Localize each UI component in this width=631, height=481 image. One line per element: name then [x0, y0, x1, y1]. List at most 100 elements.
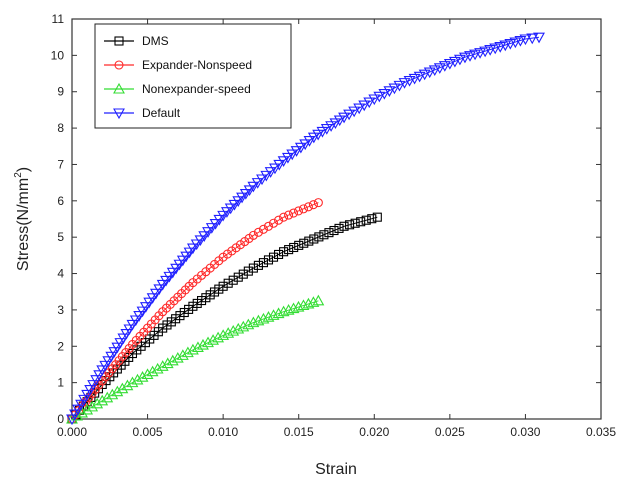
data-point-marker	[319, 230, 329, 240]
series-default	[66, 32, 545, 426]
data-point-marker	[474, 48, 487, 59]
data-point-marker	[192, 341, 204, 353]
legend-label: Default	[142, 106, 181, 120]
data-point-marker	[101, 391, 114, 403]
data-point-marker	[343, 109, 356, 121]
data-point-marker	[329, 225, 339, 236]
x-tick-label: 0.030	[510, 425, 540, 439]
data-point-marker	[264, 167, 277, 178]
data-point-marker	[418, 69, 431, 81]
data-point-marker	[156, 360, 169, 371]
data-point-marker	[312, 294, 325, 306]
data-point-marker	[453, 54, 466, 66]
data-point-marker	[75, 399, 88, 411]
legend-entry: Nonexpander-speed	[104, 82, 251, 96]
data-point-marker	[348, 106, 361, 118]
data-point-marker	[320, 124, 333, 135]
data-point-marker	[181, 346, 194, 358]
legend-marker	[114, 36, 124, 46]
data-point-marker	[131, 373, 144, 385]
data-point-marker	[269, 163, 281, 175]
data-point-marker	[325, 121, 338, 132]
data-point-marker	[111, 385, 124, 397]
data-point-marker	[469, 49, 481, 61]
data-point-marker	[236, 192, 248, 204]
data-point-marker	[238, 269, 248, 279]
legend-entry: Default	[104, 106, 181, 120]
data-point-marker	[372, 212, 382, 222]
y-axis-ticks: 0 1 2 3 4 5 6 7 8 9 10 11	[51, 12, 601, 426]
y-axis-title-main: Stress(N/mm	[15, 178, 32, 271]
data-point-marker	[86, 400, 99, 412]
data-point-marker	[294, 240, 304, 250]
data-point-marker	[504, 38, 517, 50]
data-point-marker	[356, 217, 366, 227]
data-point-marker	[220, 207, 233, 218]
x-tick-label: 0.020	[359, 425, 389, 439]
y-tick-label: 3	[57, 303, 64, 317]
data-point-marker	[205, 223, 218, 234]
data-point-marker	[274, 249, 284, 260]
data-point-marker	[224, 203, 237, 215]
data-point-marker	[443, 58, 456, 70]
data-point-marker	[533, 32, 545, 44]
data-point-marker	[186, 243, 199, 255]
data-point-marker	[413, 71, 426, 83]
data-point-marker	[273, 159, 286, 171]
data-point-marker	[166, 354, 179, 366]
legend-marker	[113, 108, 125, 120]
data-point-marker	[243, 185, 256, 197]
data-point-marker	[373, 91, 386, 103]
data-point-marker	[78, 394, 91, 406]
data-point-marker	[398, 78, 411, 89]
data-point-marker	[242, 318, 255, 330]
data-point-marker	[274, 215, 284, 225]
data-point-marker	[91, 397, 104, 409]
data-point-marker	[129, 315, 142, 327]
data-point-marker	[69, 409, 81, 421]
data-point-marker	[257, 312, 270, 324]
data-point-marker	[243, 266, 253, 276]
data-point-marker	[268, 218, 279, 228]
y-tick-label: 2	[57, 339, 64, 353]
y-tick-label: 5	[57, 230, 64, 244]
data-point-marker	[213, 214, 226, 226]
data-point-marker	[237, 320, 250, 332]
data-point-marker	[303, 136, 316, 147]
data-point-marker	[84, 384, 97, 396]
data-point-marker	[277, 305, 290, 317]
data-point-marker	[519, 34, 532, 46]
data-point-marker	[345, 220, 355, 230]
data-point-marker	[260, 170, 273, 182]
data-point-marker	[227, 324, 240, 336]
data-point-marker	[258, 258, 268, 268]
data-point-marker	[358, 100, 371, 112]
data-point-marker	[279, 212, 289, 222]
data-point-marker	[316, 126, 329, 138]
data-point-marker	[297, 299, 310, 311]
data-point-marker	[253, 227, 263, 237]
data-point-marker	[393, 80, 406, 92]
data-point-marker	[93, 370, 106, 381]
data-point-marker	[146, 293, 159, 304]
data-point-marker	[324, 228, 334, 238]
data-point-marker	[299, 139, 312, 151]
data-point-marker	[423, 67, 436, 79]
data-point-marker	[248, 263, 258, 273]
y-tick-label: 0	[57, 412, 64, 426]
data-point-marker	[197, 338, 209, 350]
x-tick-label: 0.015	[284, 425, 314, 439]
data-point-marker	[282, 304, 295, 315]
data-point-marker	[247, 316, 260, 328]
data-point-marker	[302, 297, 315, 309]
y-tick-label: 7	[57, 157, 64, 171]
data-point-marker	[251, 178, 264, 189]
data-point-marker	[361, 215, 371, 225]
x-axis-ticks: 0.000 0.005 0.010 0.015 0.020 0.025 0.030 0.035	[57, 19, 616, 439]
data-point-marker	[272, 307, 285, 319]
y-tick-label: 9	[57, 85, 64, 99]
data-point-marker	[339, 221, 349, 231]
data-point-marker	[289, 242, 299, 253]
data-point-marker	[218, 281, 228, 291]
data-point-marker	[303, 202, 313, 212]
